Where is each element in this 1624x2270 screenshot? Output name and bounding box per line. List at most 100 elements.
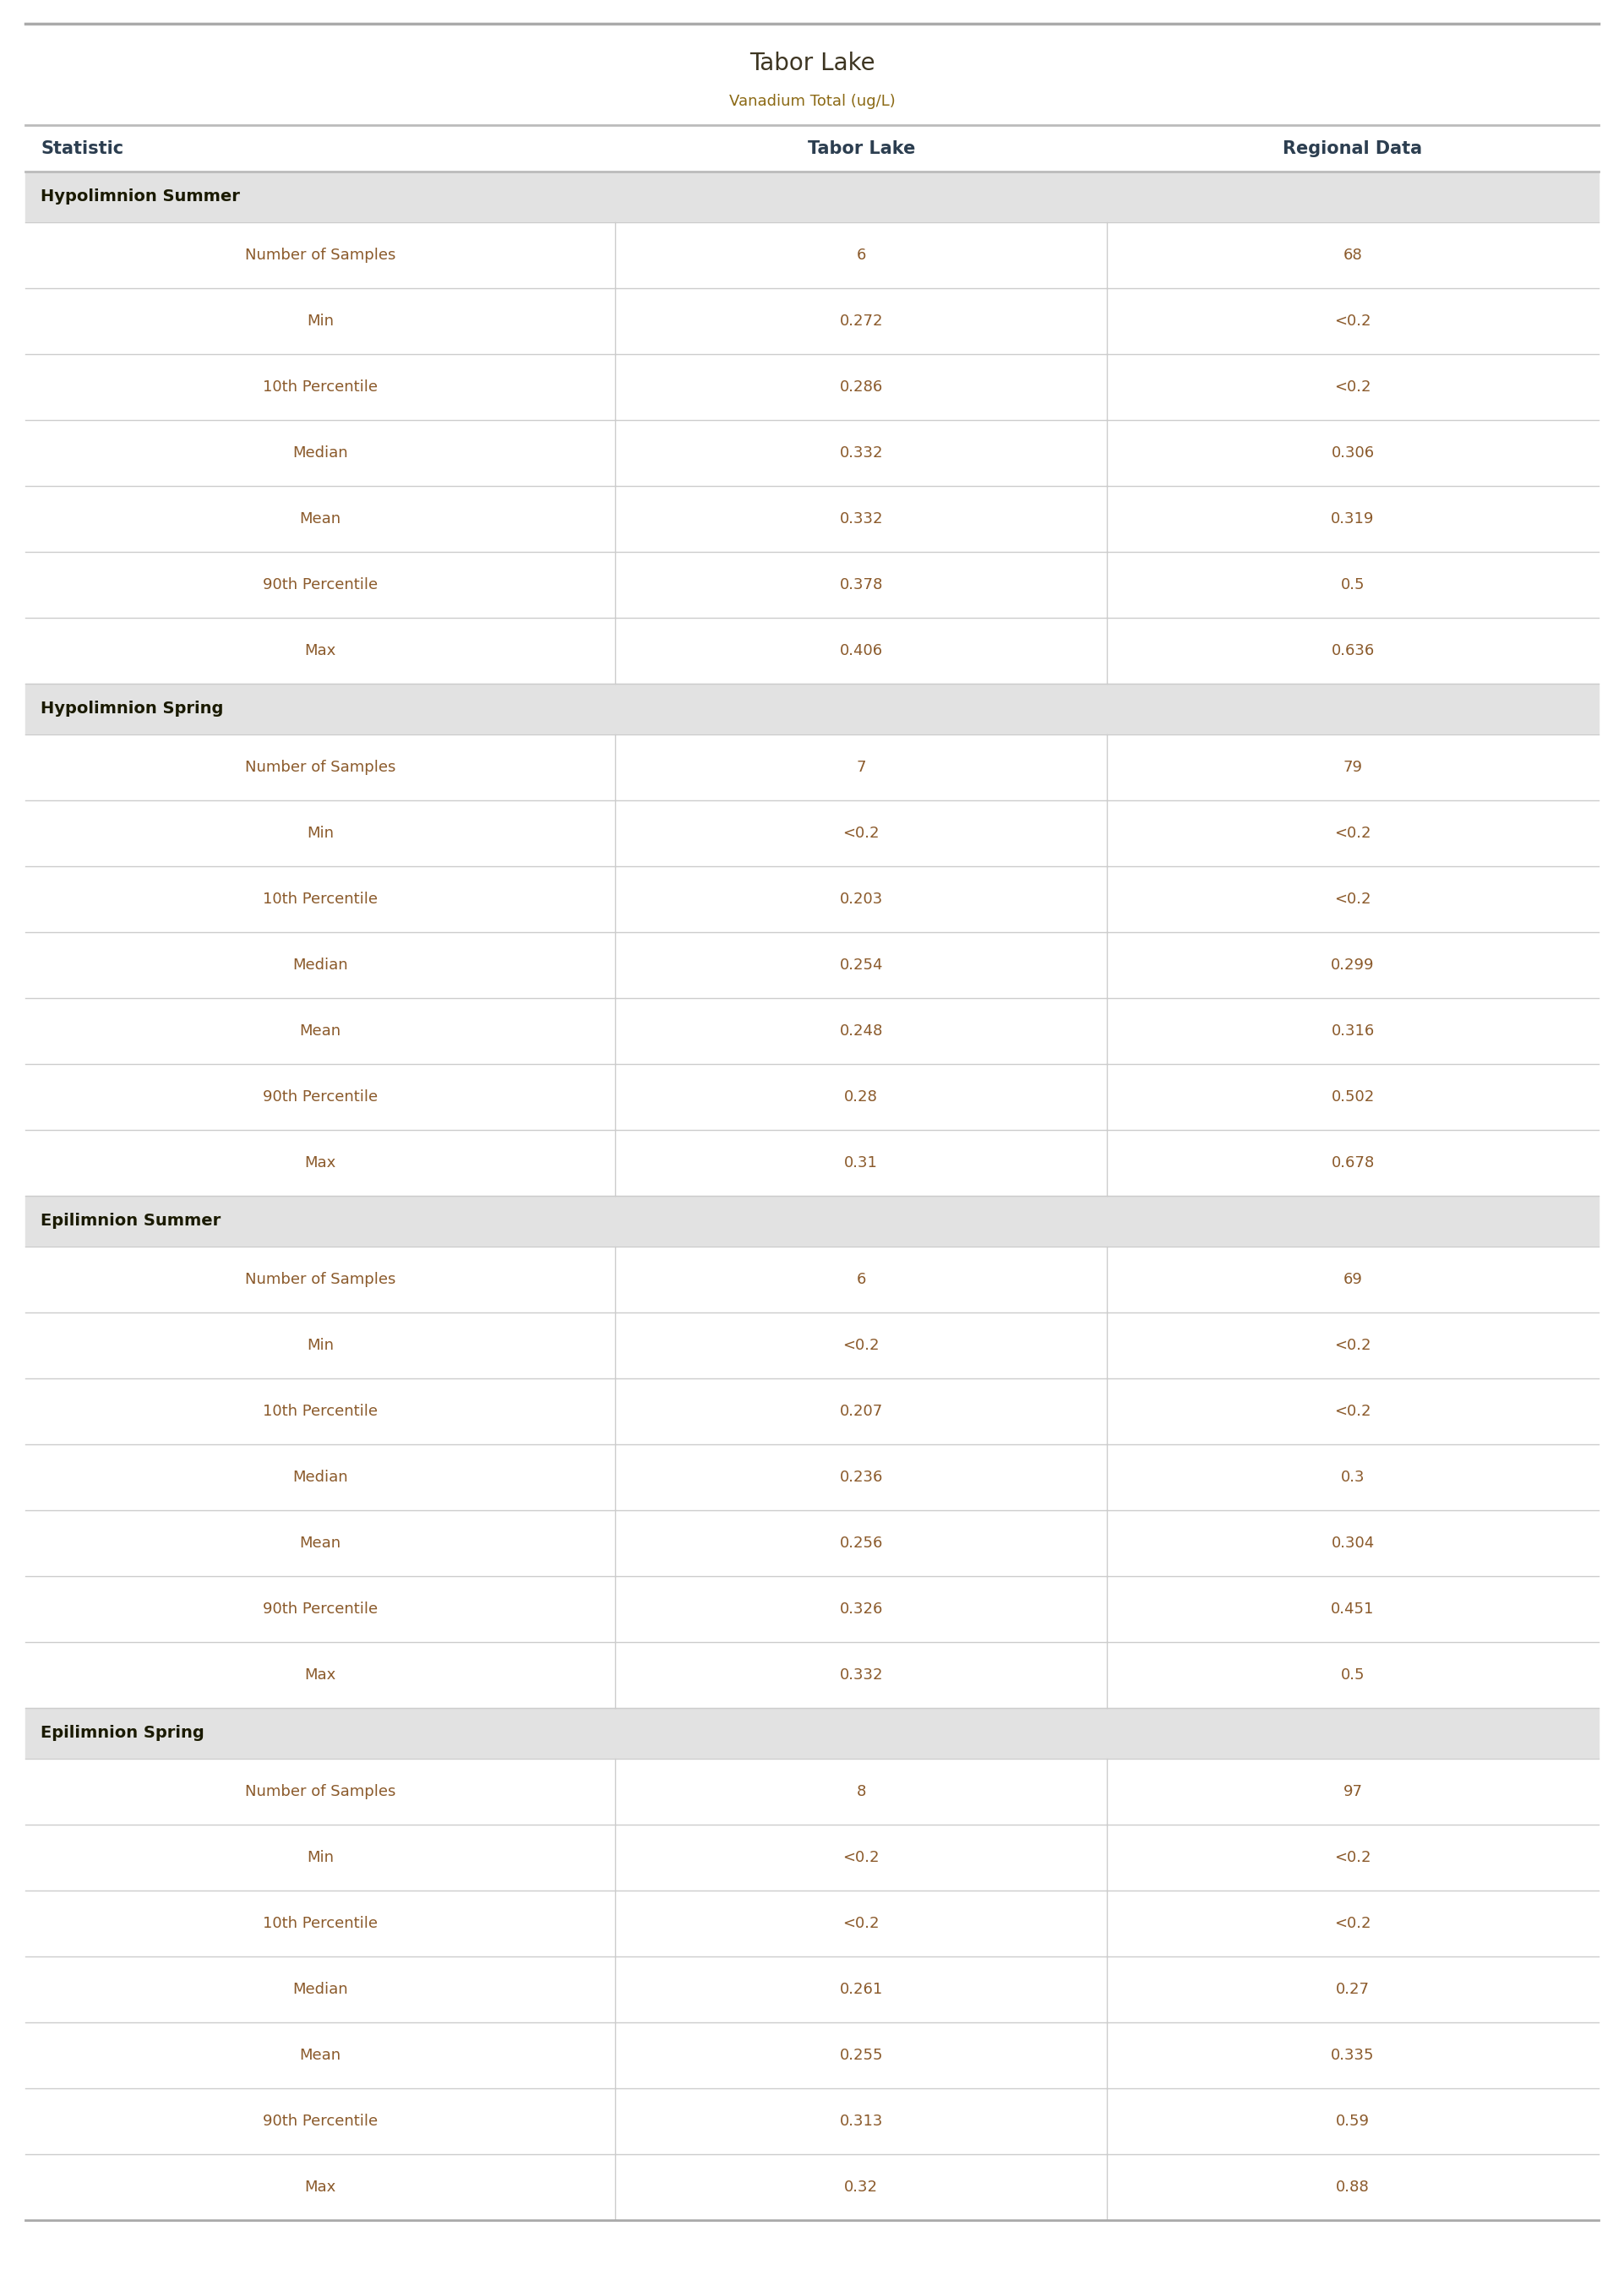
Bar [26, 354, 1598, 420]
Text: Max: Max [305, 642, 336, 658]
Text: Median: Median [292, 958, 348, 974]
Text: Hypolimnion Spring: Hypolimnion Spring [41, 701, 224, 717]
Text: 6: 6 [856, 247, 866, 263]
Text: 90th Percentile: 90th Percentile [263, 1603, 378, 1616]
Text: <0.2: <0.2 [843, 1337, 880, 1353]
Text: 0.207: 0.207 [840, 1403, 883, 1419]
Text: Median: Median [292, 445, 348, 461]
Bar [26, 801, 1598, 867]
Text: 90th Percentile: 90th Percentile [263, 577, 378, 592]
Text: 69: 69 [1343, 1271, 1363, 1287]
Text: Min: Min [307, 1337, 335, 1353]
Bar [26, 288, 1598, 354]
Bar [26, 1825, 1598, 1891]
Text: Max: Max [305, 1668, 336, 1682]
Bar [26, 1510, 1598, 1575]
Bar [26, 617, 1598, 683]
Bar [26, 173, 1598, 222]
Bar [26, 125, 1598, 173]
Text: Number of Samples: Number of Samples [245, 247, 396, 263]
Text: 0.254: 0.254 [840, 958, 883, 974]
Text: 0.27: 0.27 [1337, 1982, 1369, 1998]
Text: 0.332: 0.332 [840, 1668, 883, 1682]
Text: 0.678: 0.678 [1332, 1155, 1374, 1171]
Text: 0.28: 0.28 [844, 1090, 879, 1105]
Text: Max: Max [305, 1155, 336, 1171]
Bar [26, 867, 1598, 933]
Text: 0.5: 0.5 [1341, 1668, 1364, 1682]
Text: 0.326: 0.326 [840, 1603, 883, 1616]
Bar [26, 735, 1598, 801]
Text: Number of Samples: Number of Samples [245, 1784, 396, 1800]
Text: 10th Percentile: 10th Percentile [263, 379, 378, 395]
Text: 10th Percentile: 10th Percentile [263, 1916, 378, 1932]
Bar [26, 2154, 1598, 2220]
Text: <0.2: <0.2 [1335, 1337, 1371, 1353]
Text: 0.31: 0.31 [844, 1155, 879, 1171]
Text: 79: 79 [1343, 760, 1363, 774]
Text: Min: Min [307, 1850, 335, 1866]
Text: <0.2: <0.2 [1335, 313, 1371, 329]
Bar [26, 1957, 1598, 2023]
Text: 0.316: 0.316 [1332, 1024, 1374, 1040]
Text: Statistic: Statistic [41, 141, 123, 157]
Bar [26, 1378, 1598, 1444]
Text: <0.2: <0.2 [843, 1916, 880, 1932]
Text: Mean: Mean [299, 1024, 341, 1040]
Text: 90th Percentile: 90th Percentile [263, 1090, 378, 1105]
Text: 0.378: 0.378 [840, 577, 883, 592]
Text: 0.451: 0.451 [1332, 1603, 1374, 1616]
Text: 0.203: 0.203 [840, 892, 883, 906]
Text: 0.261: 0.261 [840, 1982, 883, 1998]
Text: <0.2: <0.2 [1335, 826, 1371, 840]
Text: Median: Median [292, 1469, 348, 1485]
Bar [26, 2088, 1598, 2154]
Text: Mean: Mean [299, 2048, 341, 2063]
Text: 0.256: 0.256 [840, 1535, 883, 1550]
Bar [26, 683, 1598, 735]
Text: 0.636: 0.636 [1332, 642, 1374, 658]
Text: 0.59: 0.59 [1337, 2113, 1369, 2129]
Text: Min: Min [307, 313, 335, 329]
Text: 0.3: 0.3 [1341, 1469, 1364, 1485]
Text: Median: Median [292, 1982, 348, 1998]
Bar [26, 1891, 1598, 1957]
Text: 0.332: 0.332 [840, 445, 883, 461]
Text: 0.272: 0.272 [840, 313, 883, 329]
Text: 90th Percentile: 90th Percentile [263, 2113, 378, 2129]
Bar [26, 552, 1598, 617]
Bar [26, 420, 1598, 486]
Text: 0.32: 0.32 [844, 2179, 879, 2195]
Text: 0.299: 0.299 [1332, 958, 1374, 974]
Text: 0.236: 0.236 [840, 1469, 883, 1485]
Bar [26, 1312, 1598, 1378]
Text: Vanadium Total (ug/L): Vanadium Total (ug/L) [729, 93, 895, 109]
Bar [26, 486, 1598, 552]
Text: <0.2: <0.2 [843, 826, 880, 840]
Bar [26, 1130, 1598, 1196]
Text: <0.2: <0.2 [1335, 1850, 1371, 1866]
Text: 0.502: 0.502 [1332, 1090, 1374, 1105]
Bar [26, 1246, 1598, 1312]
Text: 0.306: 0.306 [1332, 445, 1374, 461]
Text: 0.88: 0.88 [1337, 2179, 1369, 2195]
Text: 68: 68 [1343, 247, 1363, 263]
Text: 0.332: 0.332 [840, 511, 883, 527]
Text: Tabor Lake: Tabor Lake [807, 141, 914, 157]
Bar [26, 933, 1598, 999]
Text: Epilimnion Spring: Epilimnion Spring [41, 1725, 205, 1741]
Text: 0.304: 0.304 [1332, 1535, 1374, 1550]
Text: 97: 97 [1343, 1784, 1363, 1800]
Text: Epilimnion Summer: Epilimnion Summer [41, 1212, 221, 1230]
Text: 0.313: 0.313 [840, 2113, 883, 2129]
Bar [26, 1641, 1598, 1707]
Text: <0.2: <0.2 [1335, 892, 1371, 906]
Text: Hypolimnion Summer: Hypolimnion Summer [41, 188, 240, 204]
Text: Number of Samples: Number of Samples [245, 760, 396, 774]
Bar [26, 1759, 1598, 1825]
Bar [26, 2023, 1598, 2088]
Text: Number of Samples: Number of Samples [245, 1271, 396, 1287]
Text: <0.2: <0.2 [1335, 379, 1371, 395]
Text: 8: 8 [856, 1784, 866, 1800]
Bar [26, 1707, 1598, 1759]
